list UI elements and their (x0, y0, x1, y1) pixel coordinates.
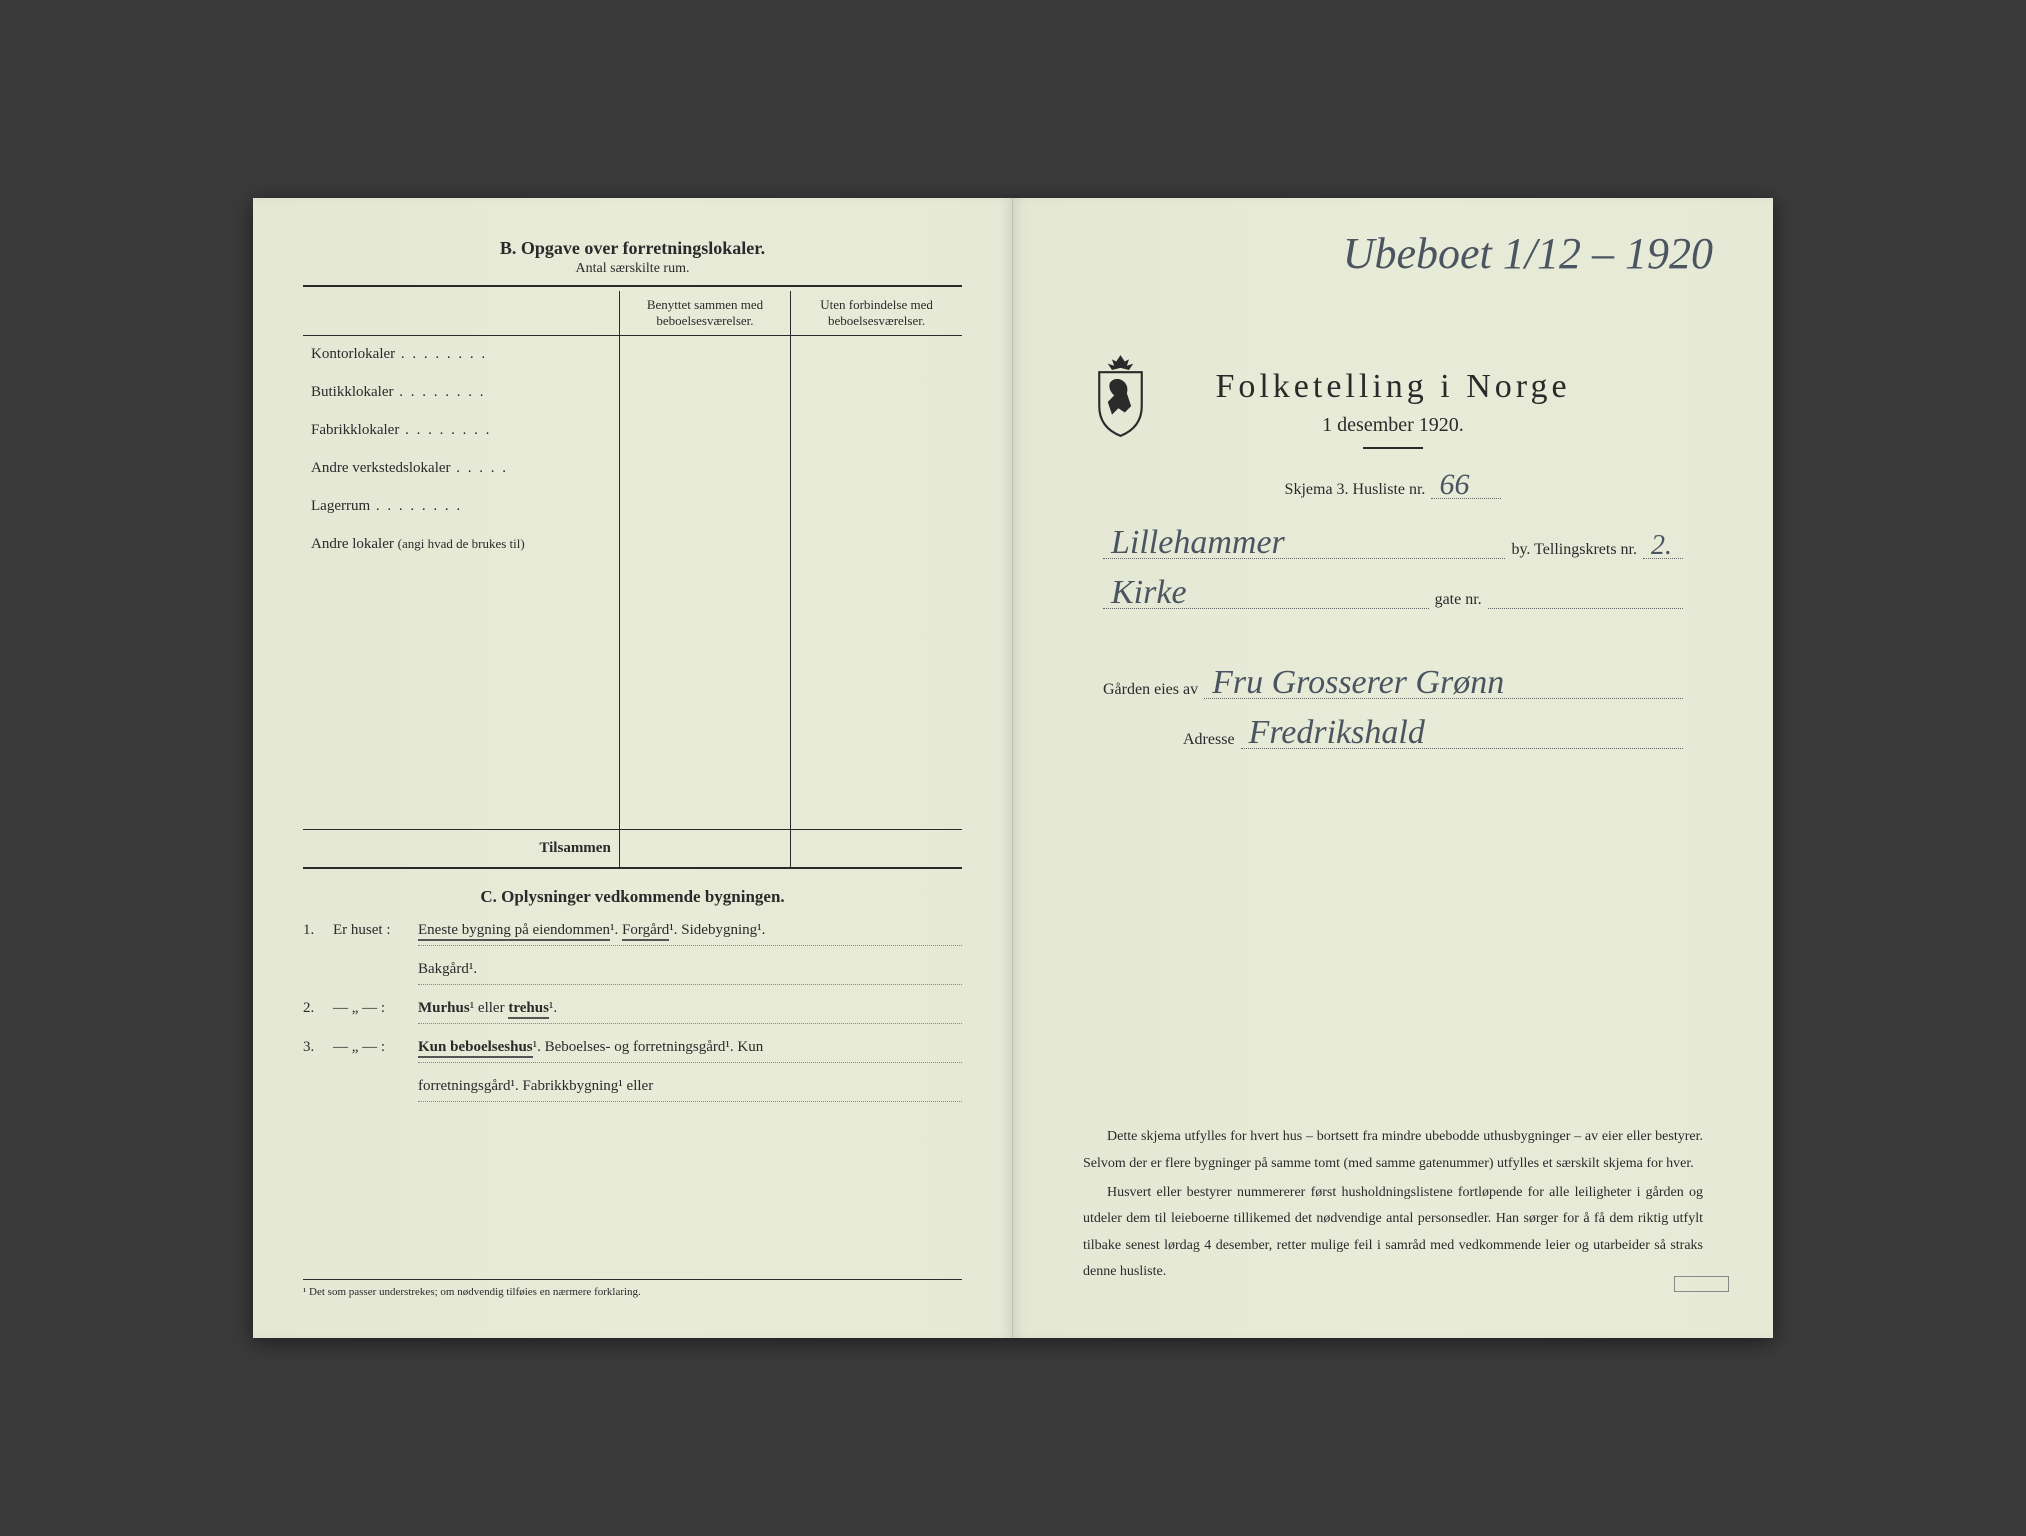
adresse-line: Adresse Fredrikshald (1103, 719, 1683, 749)
table-row: Fabrikklokaler (303, 412, 962, 450)
question-2: 2. — „ — : Murhus¹ eller trehus¹. (303, 993, 962, 1024)
right-page: Ubeboet 1/12 – 1920 Folketelling i Norge… (1013, 198, 1773, 1338)
instruction-para-1: Dette skjema utfylles for hvert hus – bo… (1083, 1124, 1703, 1177)
eier-line: Gården eies av Fru Grosserer Grønn (1103, 669, 1683, 699)
gate-line: Kirke gate nr. (1103, 579, 1683, 609)
rule (303, 285, 962, 287)
section-c: C. Oplysninger vedkommende bygningen. 1.… (303, 887, 962, 1102)
lokaler-table: Benyttet sammen med beboelsesværelser. U… (303, 291, 962, 869)
col-header-1: Benyttet sammen med beboelsesværelser. (619, 291, 790, 336)
table-row (303, 792, 962, 830)
instructions: Dette skjema utfylles for hvert hus – bo… (1083, 1124, 1703, 1288)
question-3b: forretningsgård¹. Fabrikkbygning¹ eller (303, 1071, 962, 1102)
table-row (303, 640, 962, 678)
printer-stamp (1674, 1276, 1729, 1292)
table-row: Lagerrum (303, 488, 962, 526)
table-row (303, 602, 962, 640)
table-row: Andre lokaler (angi hvad de brukes til) (303, 526, 962, 564)
total-row: Tilsammen (303, 830, 962, 869)
skjema-line: Skjema 3. Husliste nr. 66 (1103, 469, 1683, 499)
section-c-title: C. Oplysninger vedkommende bygningen. (303, 887, 962, 907)
rule (1363, 447, 1423, 449)
question-1: 1. Er huset : Eneste bygning på eiendomm… (303, 915, 962, 946)
table-row: Kontorlokaler (303, 336, 962, 374)
table-row (303, 564, 962, 602)
table-row (303, 678, 962, 716)
col-header-2: Uten forbindelse med beboelsesværelser. (791, 291, 962, 336)
table-row: Butikklokaler (303, 374, 962, 412)
by-line: Lillehammer by. Tellingskrets nr. 2. (1103, 529, 1683, 559)
section-b-subtitle: Antal særskilte rum. (303, 261, 962, 277)
left-page: B. Opgave over forretningslokaler. Antal… (253, 198, 1013, 1338)
main-title: Folketelling i Norge (1063, 368, 1723, 406)
coat-of-arms-icon (1088, 353, 1153, 438)
document-spread: B. Opgave over forretningslokaler. Antal… (253, 198, 1773, 1338)
instruction-para-2: Husvert eller bestyrer nummererer først … (1083, 1180, 1703, 1286)
question-3: 3. — „ — : Kun beboelseshus¹. Beboelses-… (303, 1032, 962, 1063)
table-row (303, 754, 962, 792)
question-1b: Bakgård¹. (303, 954, 962, 985)
main-date: 1 desember 1920. (1063, 414, 1723, 437)
handwritten-note-top: Ubeboet 1/12 – 1920 (1343, 228, 1713, 279)
section-b-title: B. Opgave over forretningslokaler. (303, 238, 962, 259)
table-row: Andre verkstedslokaler (303, 450, 962, 488)
table-row (303, 716, 962, 754)
footnote: ¹ Det som passer understrekes; om nødven… (303, 1279, 962, 1298)
